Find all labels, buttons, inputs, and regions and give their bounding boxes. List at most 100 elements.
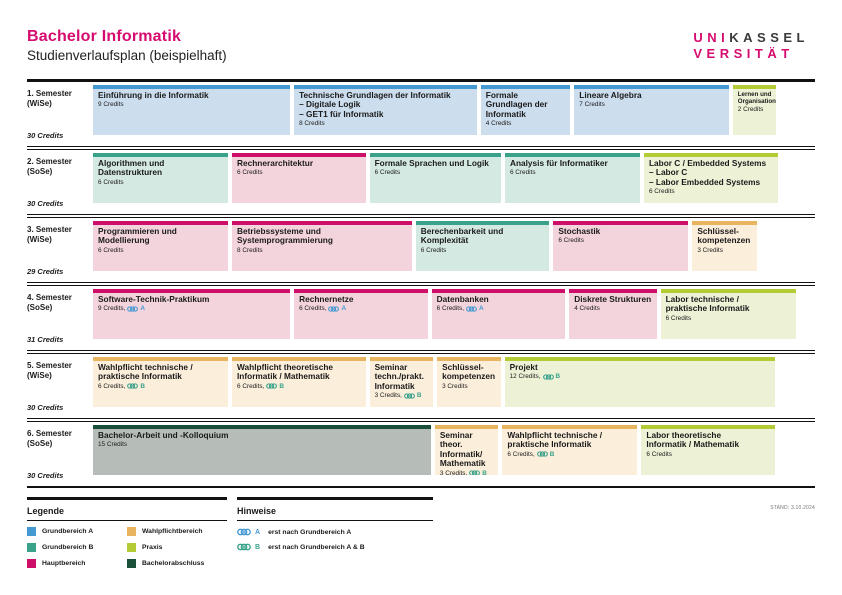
- course-box: Betriebssysteme und Systemprogrammierung…: [232, 221, 412, 271]
- semester-credits: 30 Credits: [27, 471, 64, 480]
- course-title: Rechnernetze: [299, 294, 354, 304]
- semester-name: 6. Semester: [27, 429, 72, 438]
- course-box: Wahlpflicht technische / praktische Info…: [502, 425, 638, 475]
- course-credits: 6 Credits: [420, 246, 447, 254]
- course-box: Einführung in die Informatik 9 Credits: [93, 85, 291, 135]
- course-credits: 6 Credits: [558, 237, 584, 245]
- course-credits: 3 Credits, B: [439, 469, 487, 476]
- course-box: Bachelor-Arbeit und -Kolloquium 15 Credit…: [93, 425, 431, 475]
- chain-link-icon: [404, 392, 415, 399]
- course-credits: 6 Credits: [98, 178, 124, 186]
- row-separator: [27, 418, 815, 422]
- chain-link-icon: [127, 383, 139, 389]
- course-title: Datenbanken: [436, 294, 489, 304]
- course-box: Projekt 12 Credits, B: [504, 357, 776, 407]
- logo-line-1: UNIKASSEL: [693, 30, 809, 46]
- course-box: Technische Grundlagen der Informatik – D…: [294, 85, 477, 135]
- legend-color-swatch: [27, 543, 36, 552]
- course-title: Programmieren und Modellierung: [98, 226, 177, 246]
- course-title: Wahlpflicht technische / praktische Info…: [507, 430, 603, 450]
- course-credits: 3 Credits: [697, 246, 723, 254]
- title-block: Bachelor Informatik Studienverlaufsplan …: [27, 28, 227, 63]
- course-box: Schlüssel-kompetenzen 3 Credits: [692, 221, 758, 271]
- semester-label-column: 4. Semester (SoSe) 31 Credits: [27, 289, 93, 345]
- legend-column: Grundbereich A Grundbereich B Hauptbereich: [27, 527, 127, 575]
- legend-color-swatch: [127, 559, 136, 568]
- course-credits: 2 Credits: [737, 106, 764, 113]
- course-credits: 8 Credits: [237, 246, 263, 254]
- semester-row: 1. Semester (WiSe) 30 Credits Einführung in…: [27, 82, 815, 146]
- course-title: Labor C / Embedded Systems – Labor C – L…: [648, 158, 767, 187]
- semester-label-column: 3. Semester (WiSe) 29 Credits: [27, 221, 93, 277]
- prerequisite-letter: B: [482, 469, 487, 476]
- semester-row: 6. Semester (SoSe) 30 Credits Bachelor-Arbe…: [27, 422, 815, 486]
- course-title: Einführung in die Informatik: [98, 90, 209, 100]
- legend-item: Grundbereich A: [27, 527, 127, 536]
- semester-row: 3. Semester (WiSe) 29 Credits Programmieren…: [27, 218, 815, 282]
- course-credits: 8 Credits: [299, 120, 325, 128]
- course-box: Wahlpflicht technische / praktische Info…: [93, 357, 228, 407]
- semester-name: 5. Semester: [27, 361, 72, 370]
- course-box: Seminar theor. Informatik/ Mathematik 3 C…: [434, 425, 499, 476]
- course-box: Berechenbarkeit und Komplexität 6 Credits: [415, 221, 550, 271]
- semester-name: 2. Semester: [27, 157, 72, 166]
- course-box: Programmieren und Modellierung 6 Credits: [93, 221, 228, 271]
- semester-credits: 30 Credits: [27, 131, 64, 140]
- semester-term: (WiSe): [27, 99, 52, 108]
- course-boxes: Bachelor-Arbeit und -Kolloquium 15 Credit…: [93, 425, 815, 481]
- legend-column: Wahlpflichtbereich Praxis Bachelorabschlus…: [127, 527, 227, 575]
- legend-item: Grundbereich B: [27, 543, 127, 552]
- row-separator: [27, 350, 815, 354]
- logo-kassel-text: KASSEL: [729, 30, 809, 45]
- semester-label-column: 5. Semester (WiSe) 30 Credits: [27, 357, 93, 413]
- course-title: Software-Technik-Praktikum: [98, 294, 210, 304]
- course-title: Labor technische / praktische Informatik: [665, 294, 750, 314]
- hint-text: erst nach Grundbereich A & B: [268, 543, 365, 551]
- course-box: Formale Sprachen und Logik 6 Credits: [369, 153, 501, 203]
- course-credits: 9 Credits, A: [98, 305, 145, 313]
- course-box: Algorithmen und Datenstrukturen 6 Credits: [93, 153, 228, 203]
- semester-label-column: 1. Semester (WiSe) 30 Credits: [27, 85, 93, 141]
- chain-link-icon: [466, 306, 477, 312]
- course-credits: 6 Credits, B: [237, 382, 284, 390]
- course-title: Rechnerarchitektur: [237, 158, 314, 168]
- course-box: Formale Grundlagen der Informatik 4 Credi…: [480, 85, 571, 135]
- legend-color-swatch: [27, 527, 36, 536]
- legend-item: Praxis: [127, 543, 227, 552]
- hint-letter: A: [255, 528, 261, 536]
- semester-term: (WiSe): [27, 235, 52, 244]
- course-boxes: Einführung in die Informatik 9 Credits Tec…: [93, 85, 815, 141]
- course-box: Software-Technik-Praktikum 9 Credits, A: [93, 289, 291, 339]
- course-credits: 6 Credits, B: [507, 450, 555, 458]
- semester-plan-table: 1. Semester (WiSe) 30 Credits Einführung in…: [27, 79, 815, 488]
- course-title: Technische Grundlagen der Informatik – D…: [299, 90, 451, 119]
- course-title: Betriebssysteme und Systemprogrammierung: [237, 226, 333, 246]
- legend-color-swatch: [27, 559, 36, 568]
- semester-credits: 30 Credits: [27, 403, 64, 412]
- legend-color-swatch: [127, 543, 136, 552]
- course-box: Datenbanken 6 Credits, A: [431, 289, 566, 339]
- course-credits: 6 Credits: [665, 314, 692, 322]
- legend-label: Hauptbereich: [42, 560, 86, 567]
- course-title: Wahlpflicht technische / praktische Info…: [98, 362, 193, 382]
- course-box: Labor theoretische Informatik / Mathemat…: [641, 425, 775, 475]
- page-header: Bachelor Informatik Studienverlaufsplan …: [27, 28, 815, 63]
- course-title: Lineare Algebra: [579, 90, 642, 100]
- hints-title: Hinweise: [237, 500, 433, 521]
- semester-name: 1. Semester: [27, 89, 72, 98]
- logo-uni-text: UNI: [693, 30, 730, 45]
- legend-label: Grundbereich A: [42, 528, 94, 535]
- chain-link-icon: [469, 470, 481, 475]
- prerequisite-letter: A: [479, 305, 484, 313]
- course-box: Stochastik 6 Credits: [553, 221, 689, 271]
- prerequisite-letter: A: [341, 305, 347, 313]
- course-box: Lernen und Organisation 2 Credits: [732, 85, 777, 135]
- legend-item: Wahlpflichtbereich: [127, 527, 227, 536]
- hint-text: erst nach Grundbereich A: [268, 528, 352, 536]
- chain-link-icon: [237, 543, 251, 551]
- course-title: Seminar theor. Informatik/ Mathematik: [439, 430, 486, 469]
- course-credits: 7 Credits: [579, 101, 605, 109]
